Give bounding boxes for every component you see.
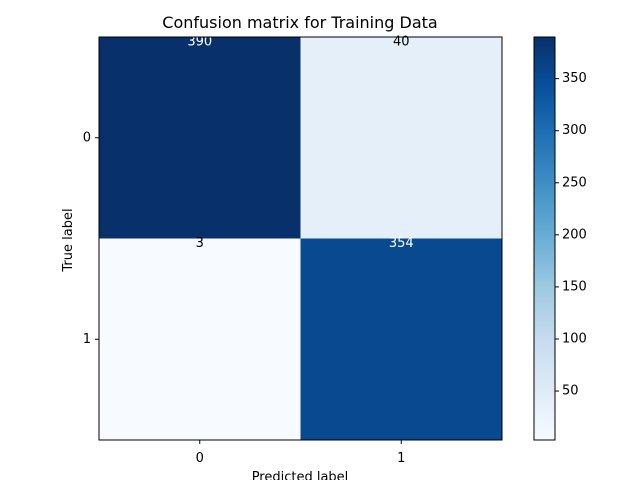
heatmap-cell — [99, 37, 301, 239]
cell-value-label: 354 — [389, 236, 414, 251]
colorbar-tick-label: 300 — [562, 123, 587, 138]
y-axis-label: True label — [61, 208, 76, 272]
colorbar-tick-label: 150 — [562, 279, 587, 294]
x-axis-label: Predicted label — [252, 470, 349, 480]
cell-value-label: 390 — [187, 34, 212, 49]
plot-frame — [98, 36, 503, 441]
heatmap-cell — [300, 238, 502, 440]
heatmap-cell — [300, 37, 502, 239]
chart-title: Confusion matrix for Training Data — [162, 13, 437, 32]
cell-value-labels: 390 40 3 354 — [187, 34, 413, 251]
y-tick-label: 0 — [83, 130, 91, 145]
x-tick-label: 0 — [196, 451, 204, 466]
colorbar-tick-label: 250 — [562, 175, 587, 190]
colorbar — [533, 36, 556, 441]
colorbar-ticks: 50 100 150 200 250 300 350 — [555, 71, 587, 399]
x-tick-label: 1 — [397, 451, 405, 466]
colorbar-tick-label: 50 — [562, 384, 579, 399]
heatmap-cells — [99, 37, 502, 440]
cell-value-label: 3 — [196, 236, 204, 251]
y-tick-label: 1 — [83, 332, 91, 347]
colorbar-tick-label: 350 — [562, 71, 587, 86]
colorbar-tick-label: 100 — [562, 331, 587, 346]
heatmap-cell — [99, 238, 301, 440]
y-axis-ticks: 01 — [83, 130, 99, 347]
cell-value-label: 40 — [393, 34, 410, 49]
colorbar-tick-label: 200 — [562, 227, 587, 242]
